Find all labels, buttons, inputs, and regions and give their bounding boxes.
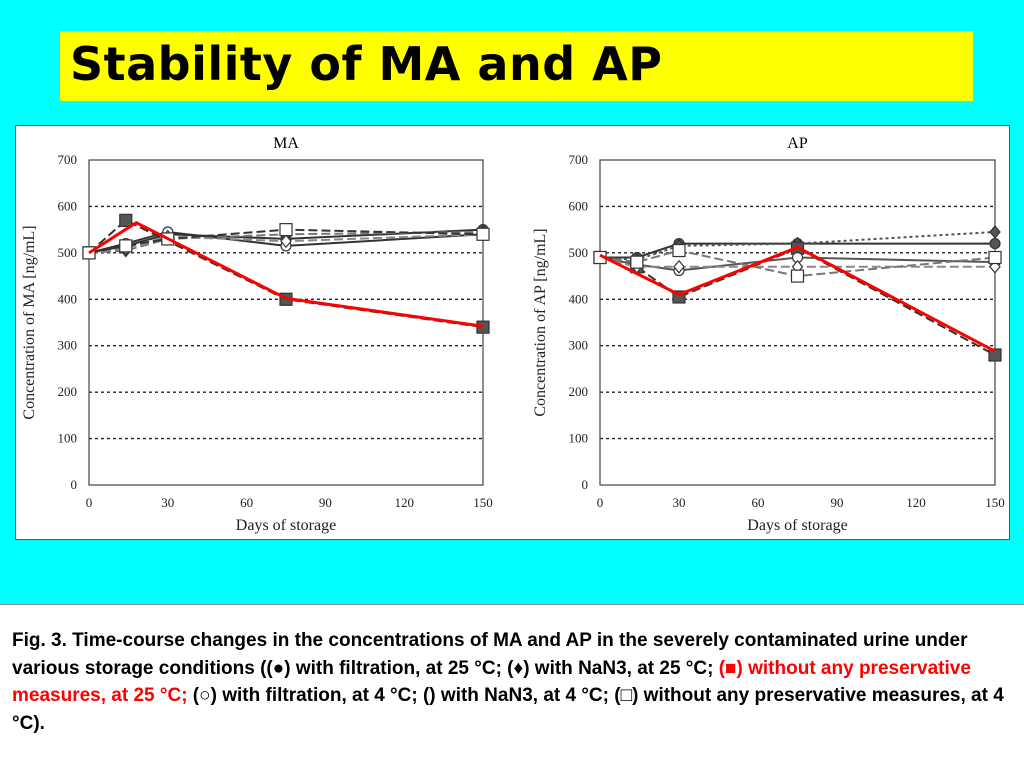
y-tick-label: 600 (569, 198, 589, 213)
data-point-square (476, 320, 490, 334)
plot-frame (599, 159, 996, 486)
highlight-line (599, 245, 996, 353)
chart-title: AP (787, 135, 808, 152)
data-point-diamond (673, 259, 685, 274)
data-point-square (119, 239, 133, 253)
x-axis-label: Days of storage (236, 517, 336, 534)
data-point-square (988, 348, 1002, 362)
y-tick-label: 0 (582, 477, 589, 492)
caption-part-3: (○) with filtration, at 4 °C; () with Na… (12, 685, 1004, 734)
y-tick-label: 600 (58, 198, 78, 213)
x-tick-label: 60 (752, 495, 765, 510)
data-point-square (672, 243, 686, 258)
data-point-square (119, 213, 133, 227)
data-point-square (988, 250, 1002, 265)
y-tick-label: 100 (569, 431, 589, 446)
y-tick-label: 500 (58, 245, 78, 260)
x-tick-label: 150 (985, 495, 1005, 510)
x-tick-label: 30 (161, 495, 174, 510)
y-tick-label: 700 (569, 152, 589, 167)
chart-ap: 0 100 200 300 400 500 600 700 0 30 60 90 120 150 Days … (532, 135, 1005, 534)
data-point-square (476, 227, 490, 241)
data-point-square (279, 223, 293, 237)
title-banner: Stability of MA and AP (60, 31, 973, 101)
slide-title: Stability of MA and AP (70, 37, 663, 91)
x-tick-label: 0 (86, 495, 93, 510)
data-point-square (630, 255, 644, 269)
plot-frame (88, 159, 484, 486)
x-tick-label: 120 (394, 495, 414, 510)
y-tick-label: 500 (569, 245, 589, 260)
highlight-line (88, 220, 484, 328)
x-axis-label: Days of storage (747, 517, 847, 534)
chart-title: MA (273, 135, 299, 152)
y-tick-label: 400 (569, 291, 589, 306)
caption-part-1: Fig. 3. Time-course changes in the conce… (12, 630, 968, 679)
y-tick-label: 300 (58, 338, 78, 353)
y-tick-label: 0 (71, 477, 78, 492)
y-tick-label: 400 (58, 291, 78, 306)
x-tick-label: 0 (597, 495, 604, 510)
caption-panel: Fig. 3. Time-course changes in the conce… (0, 604, 1024, 769)
y-tick-label: 300 (569, 338, 589, 353)
x-tick-label: 90 (319, 495, 332, 510)
y-tick-label: 200 (58, 384, 78, 399)
data-point-diamond (989, 225, 1001, 239)
figure-panel: 0 100 200 300 400 500 600 700 0 30 60 90 120 150 Days … (15, 125, 1010, 540)
y-tick-label: 700 (58, 152, 78, 167)
data-point-diamond (280, 234, 292, 249)
chart-ma: 0 100 200 300 400 500 600 700 0 30 60 90 120 150 Days … (21, 135, 493, 534)
series-line (599, 247, 996, 356)
data-point-square (790, 269, 805, 283)
y-tick-label: 200 (569, 384, 589, 399)
x-tick-label: 150 (473, 495, 493, 510)
data-point-circle (989, 237, 1001, 250)
series-line (599, 230, 996, 261)
x-tick-label: 30 (673, 495, 686, 510)
y-tick-label: 100 (58, 431, 78, 446)
y-axis-label: Concentration of AP [ng/mL] (532, 228, 549, 416)
y-axis-label: Concentration of MA [ng/mL] (21, 225, 38, 419)
x-tick-label: 120 (906, 495, 926, 510)
caption-part-2-highlight: (■) without any preservative measures, a… (12, 657, 971, 707)
x-tick-label: 60 (240, 495, 253, 510)
figure-caption: Fig. 3. Time-course changes in the conce… (12, 627, 1020, 737)
x-tick-label: 90 (831, 495, 844, 510)
